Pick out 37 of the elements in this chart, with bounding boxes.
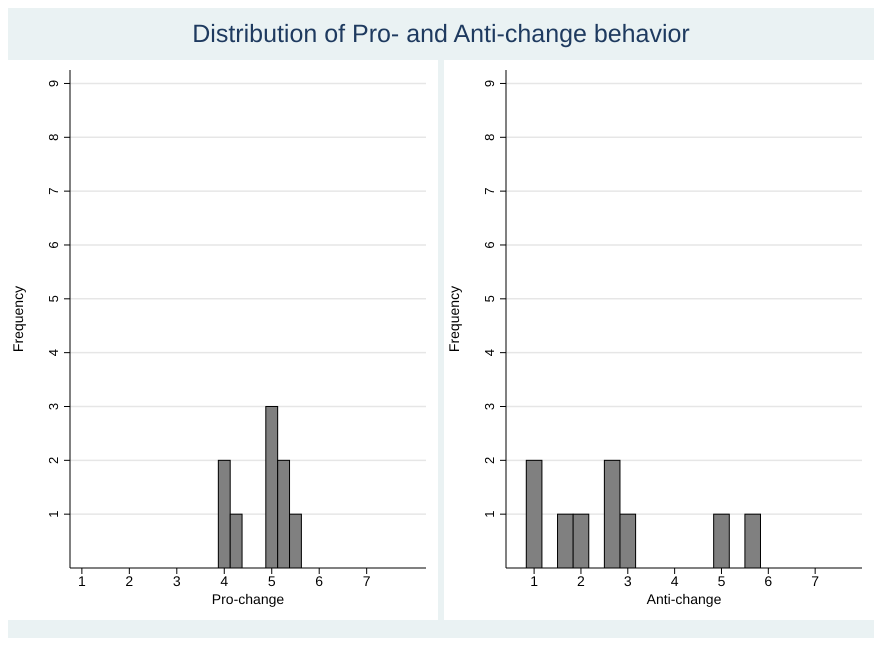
y-tick-label: 2 [482, 456, 497, 464]
y-axis-title: Frequency [446, 286, 462, 352]
x-axis-title: Anti-change [646, 591, 722, 607]
x-tick-label: 1 [78, 572, 86, 589]
y-tick-label: 8 [46, 134, 61, 141]
y-tick-label: 2 [46, 456, 61, 464]
x-tick-label: 7 [811, 572, 820, 589]
y-tick-label: 4 [482, 349, 497, 356]
y-axis-title: Frequency [10, 286, 26, 352]
y-tick-label: 7 [46, 188, 61, 195]
x-tick-label: 3 [172, 572, 181, 589]
y-tick-label: 9 [46, 80, 61, 88]
x-tick-label: 3 [624, 572, 632, 589]
y-tick-label: 8 [482, 134, 497, 141]
y-tick-label: 5 [46, 295, 61, 302]
x-axis-title: Pro-change [212, 591, 284, 607]
y-tick-label: 3 [482, 402, 497, 410]
x-tick-label: 4 [220, 572, 228, 589]
x-tick-label: 6 [764, 572, 772, 589]
y-tick-label: 1 [46, 510, 61, 518]
y-tick-label: 3 [46, 402, 61, 410]
y-tick-label: 5 [482, 295, 497, 302]
x-tick-label: 5 [718, 572, 726, 589]
x-tick-label: 7 [362, 572, 371, 589]
y-tick-label: 6 [482, 241, 497, 249]
y-tick-label: 7 [482, 188, 497, 195]
chart-title: Distribution of Pro- and Anti-change behavior [191, 19, 691, 50]
y-tick-label: 6 [46, 241, 61, 249]
y-tick-label: 4 [46, 349, 61, 356]
y-tick-label: 9 [482, 80, 497, 88]
x-tick-label: 1 [530, 572, 538, 589]
x-tick-label: 5 [268, 572, 276, 589]
x-tick-label: 2 [125, 572, 134, 589]
x-tick-label: 6 [315, 572, 324, 589]
x-tick-label: 4 [670, 572, 679, 589]
x-tick-label: 2 [577, 572, 586, 589]
y-tick-label: 1 [482, 510, 497, 518]
